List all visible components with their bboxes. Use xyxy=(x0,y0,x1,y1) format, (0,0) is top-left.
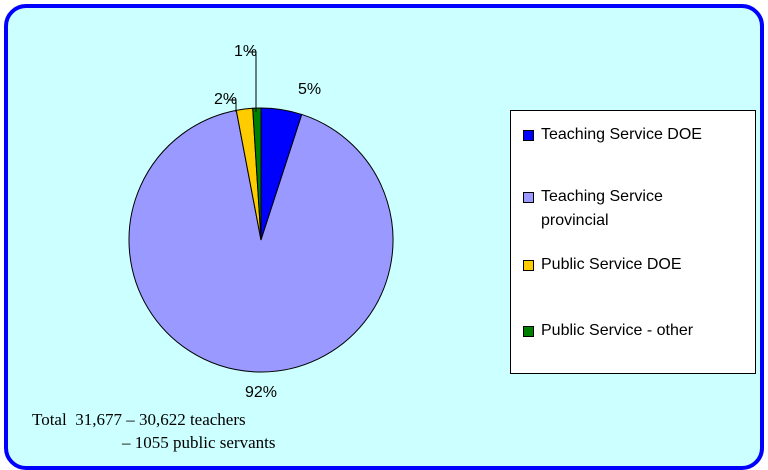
legend-item: Public Service - other xyxy=(523,319,760,343)
legend-label: Public Service - other xyxy=(541,322,694,339)
data-label: 1% xyxy=(234,43,257,60)
chart: 5% 92% 2% 1% xyxy=(128,43,394,401)
legend-swatch xyxy=(523,326,534,337)
legend: Teaching Service DOE Teaching Service pro… xyxy=(510,110,756,374)
legend-swatch xyxy=(523,192,534,203)
legend-swatch xyxy=(523,260,534,271)
legend-label: Teaching Service DOE xyxy=(541,126,702,143)
annotation: – 1055 public servants xyxy=(122,433,276,452)
pie-slice xyxy=(128,109,394,373)
legend-label: Teaching Service provincial xyxy=(541,188,663,229)
legend-item: Public Service DOE xyxy=(523,253,760,277)
legend-swatch xyxy=(523,130,534,141)
leader-line xyxy=(228,99,237,112)
legend-label: Public Service DOE xyxy=(541,256,682,273)
data-label: 2% xyxy=(214,91,237,108)
pie-slice xyxy=(252,107,262,241)
legend-item: Teaching Service provincial xyxy=(523,185,721,233)
data-label: 5% xyxy=(298,81,321,98)
data-label: 92% xyxy=(245,384,277,401)
legend-item: Teaching Service DOE xyxy=(523,123,760,147)
chart-frame: 5% 92% 2% 1% Teaching Service DOE Teaching S… xyxy=(4,4,764,470)
annotation: Total 31,677 – 30,622 teachers xyxy=(32,410,246,429)
leader-line xyxy=(248,51,257,112)
